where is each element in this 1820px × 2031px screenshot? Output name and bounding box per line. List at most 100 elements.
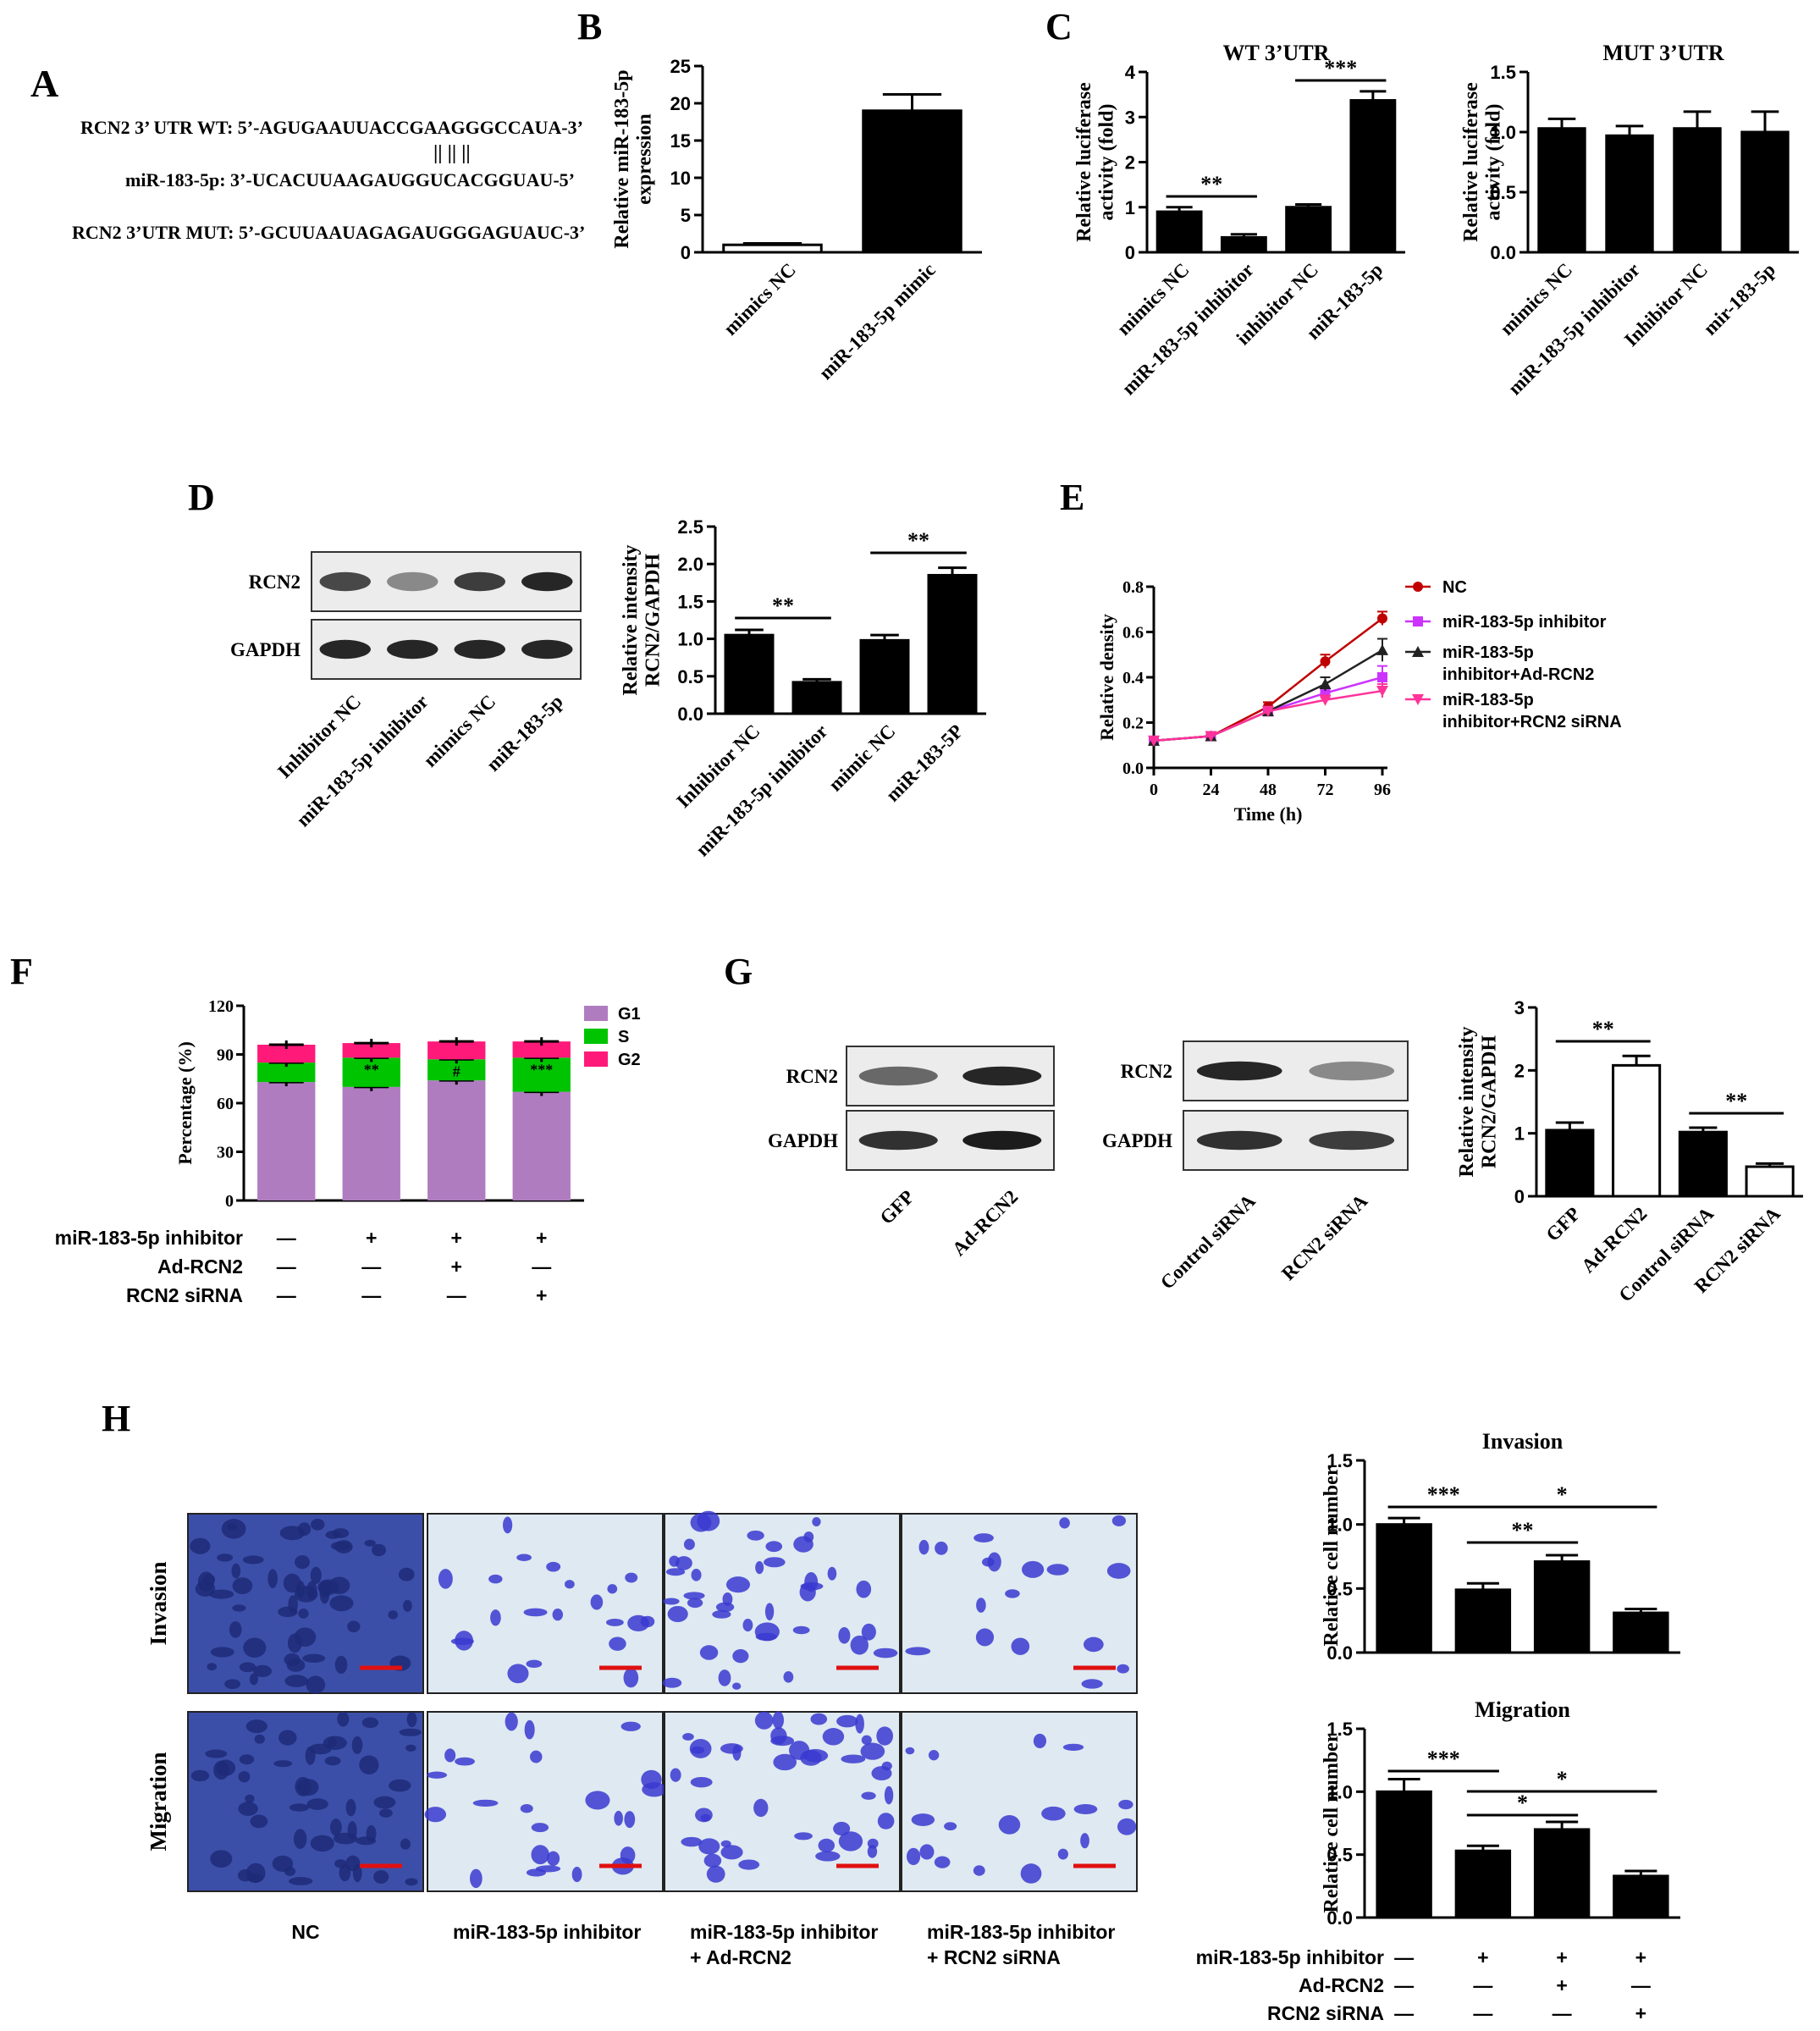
stained-cell <box>607 1584 618 1594</box>
y-tick-label: 0 <box>1125 242 1135 263</box>
bar <box>1612 1063 1662 1198</box>
stained-cell <box>841 1754 866 1763</box>
stained-cell <box>294 1586 318 1603</box>
condition-value: + <box>536 1227 547 1249</box>
stained-cell <box>243 1637 267 1658</box>
y-axis-label-line: Relative intensity <box>1456 1027 1478 1178</box>
y-axis-label: Relative luciferase activity (fold) <box>1460 82 1504 242</box>
stained-cell <box>552 1609 564 1621</box>
stained-cell <box>564 1580 575 1589</box>
blot-row-label: GAPDH <box>768 1130 838 1151</box>
y-axis-label-line: Relative miR-183-5p <box>611 69 633 248</box>
stained-cell <box>210 1647 234 1658</box>
y-tick-label: 0.0 <box>1326 1642 1353 1664</box>
condition-value: + <box>1477 1946 1488 1968</box>
y-axis-label-line: Relative cell number <box>1321 1466 1343 1646</box>
y-tick-label: 2 <box>1125 152 1135 174</box>
y-tick-label: 0.0 <box>1490 242 1516 263</box>
stained-cell <box>1059 1517 1070 1529</box>
stained-cell <box>905 1747 915 1755</box>
significance-label: ** <box>1512 1518 1534 1543</box>
stained-cell <box>427 1771 448 1779</box>
stained-cell <box>364 1539 376 1547</box>
stained-cell <box>217 1554 234 1562</box>
panel-label-h: H <box>102 1398 130 1439</box>
stained-cell <box>1081 1679 1103 1689</box>
stained-cell <box>311 1518 325 1531</box>
bar <box>1220 235 1267 254</box>
stained-cell <box>827 1566 837 1581</box>
y-axis-label-line: expression <box>633 113 655 205</box>
y-tick-label: 120 <box>208 997 234 1016</box>
y-tick-label: 0.4 <box>1122 669 1144 687</box>
stained-cell <box>351 1736 363 1754</box>
stained-cell <box>911 1813 935 1826</box>
stained-cell <box>373 1869 389 1884</box>
stained-cell <box>623 1668 639 1688</box>
stained-cell <box>516 1554 532 1562</box>
condition-label: Ad-RCN2 <box>157 1256 243 1278</box>
condition-value: — <box>277 1284 296 1306</box>
stained-cell <box>1083 1636 1104 1653</box>
stained-cell <box>490 1609 501 1626</box>
stained-cell <box>738 1859 760 1870</box>
stacked-segment <box>257 1045 316 1063</box>
bar <box>1537 127 1586 254</box>
stained-cell <box>918 1539 929 1555</box>
bar <box>1678 1130 1728 1198</box>
stained-cell <box>871 1766 892 1781</box>
stained-cell <box>209 1589 234 1599</box>
y-axis-label-line: activity (fold) <box>1095 104 1117 221</box>
bar <box>1376 1790 1432 1919</box>
condition-value: + <box>1556 1974 1567 1996</box>
micrograph-column-label: miR-183-5p inhibitor <box>690 1921 878 1943</box>
bar <box>1376 1523 1432 1654</box>
stained-cell <box>609 1636 626 1651</box>
y-axis-label: Relative intensity RCN2/GAPDH <box>620 545 664 696</box>
stained-cell <box>328 1576 350 1594</box>
y-tick-label: 0.0 <box>1122 759 1144 778</box>
stained-cell <box>227 1523 238 1531</box>
blot-band <box>454 571 505 592</box>
stained-cell <box>690 1513 712 1532</box>
y-tick-label: 0.5 <box>1326 1578 1353 1599</box>
stained-cell <box>682 1733 694 1741</box>
stained-cell <box>877 1813 895 1830</box>
blot-band <box>454 639 505 660</box>
condition-label: RCN2 siRNA <box>1267 2002 1384 2024</box>
stained-cell <box>295 1776 312 1796</box>
stacked-segment <box>257 1082 316 1200</box>
condition-value: — <box>361 1256 381 1278</box>
blot-band <box>387 571 438 592</box>
legend-label: G2 <box>618 1051 641 1069</box>
stacked-segment <box>342 1057 400 1087</box>
stained-cell <box>302 1653 326 1663</box>
chart-c-wt: 0 1 2 3 4 Relative luciferase activity (fold) W… <box>1073 41 1405 399</box>
stained-cell <box>981 1557 995 1567</box>
bar <box>1349 99 1397 254</box>
micrograph-column-label: NC <box>291 1921 319 1943</box>
seq-pairing: || || || <box>433 142 471 164</box>
y-tick-label: 30 <box>217 1144 234 1162</box>
data-point <box>1412 646 1424 657</box>
blot-band <box>521 571 573 592</box>
stained-cell <box>850 1635 869 1655</box>
stacked-segment <box>512 1091 571 1200</box>
blot-row-label: RCN2 <box>786 1066 838 1087</box>
panel-label-b: B <box>577 6 602 47</box>
stained-cell <box>876 1726 894 1746</box>
blot-band <box>1309 1061 1395 1081</box>
significance-label: *** <box>1324 56 1357 80</box>
stained-cell <box>373 1796 396 1809</box>
stained-cell <box>765 1541 783 1553</box>
panel-label-d: D <box>188 477 215 518</box>
stained-cell <box>1117 1664 1129 1674</box>
bar <box>722 243 823 254</box>
stained-cell <box>379 1808 393 1818</box>
legend-label: NC <box>1442 578 1467 597</box>
stained-cell <box>976 1598 986 1613</box>
stained-cell <box>815 1851 841 1862</box>
stained-cell <box>861 1791 876 1800</box>
